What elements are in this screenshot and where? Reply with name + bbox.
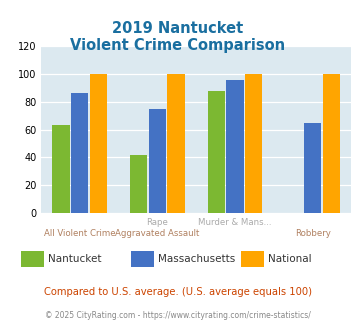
Bar bbox=[53, 125, 70, 213]
Text: Murder & Mans...: Murder & Mans... bbox=[198, 218, 272, 227]
Bar bbox=[71, 93, 88, 213]
Bar bbox=[208, 91, 225, 213]
Text: 2019 Nantucket: 2019 Nantucket bbox=[112, 21, 243, 36]
Bar bbox=[304, 122, 321, 213]
Text: Massachusetts: Massachusetts bbox=[158, 254, 235, 264]
Text: Rape: Rape bbox=[146, 218, 168, 227]
Text: Nantucket: Nantucket bbox=[48, 254, 102, 264]
Bar bbox=[130, 154, 147, 213]
Bar bbox=[226, 80, 244, 213]
Text: Compared to U.S. average. (U.S. average equals 100): Compared to U.S. average. (U.S. average … bbox=[44, 287, 311, 297]
Text: Aggravated Assault: Aggravated Assault bbox=[115, 229, 200, 238]
Text: National: National bbox=[268, 254, 312, 264]
Bar bbox=[149, 109, 166, 213]
Text: © 2025 CityRating.com - https://www.cityrating.com/crime-statistics/: © 2025 CityRating.com - https://www.city… bbox=[45, 311, 310, 320]
Bar bbox=[167, 74, 185, 213]
Text: Violent Crime Comparison: Violent Crime Comparison bbox=[70, 38, 285, 53]
Text: Robbery: Robbery bbox=[295, 229, 331, 238]
Bar bbox=[90, 74, 107, 213]
Bar bbox=[245, 74, 262, 213]
Text: All Violent Crime: All Violent Crime bbox=[44, 229, 115, 238]
Bar bbox=[323, 74, 340, 213]
